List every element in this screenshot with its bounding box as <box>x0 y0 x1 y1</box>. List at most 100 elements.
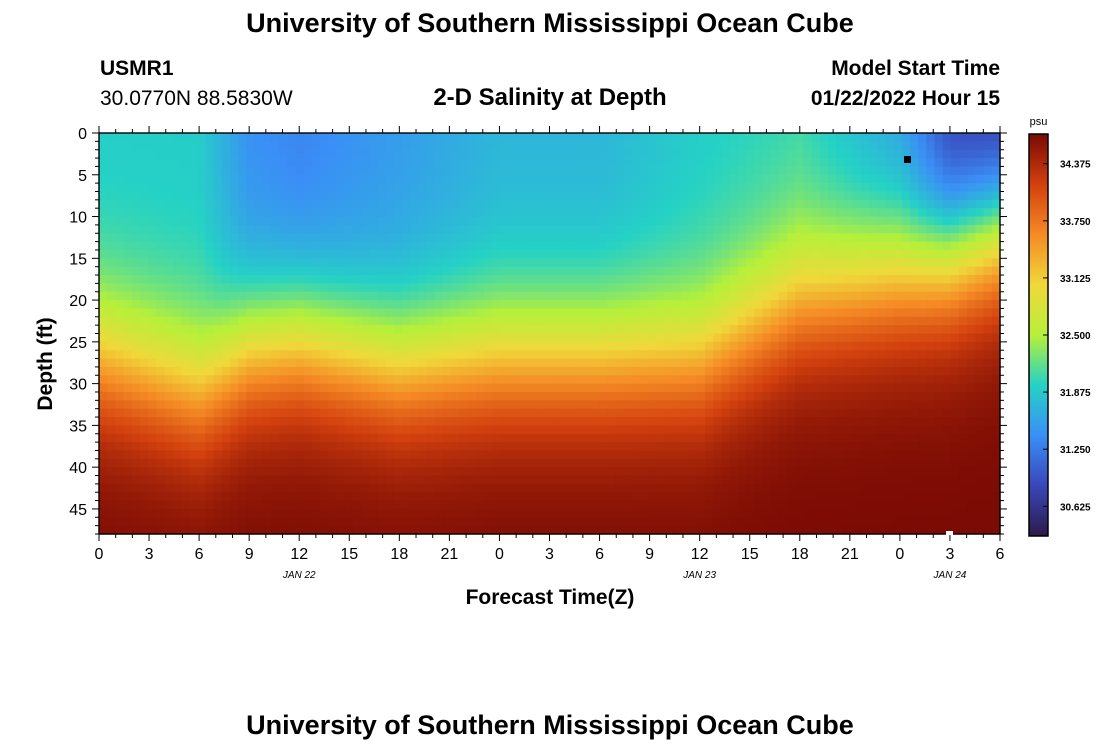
heatmap-cell <box>500 492 510 502</box>
heatmap-cell <box>606 517 616 527</box>
heatmap-cell <box>729 174 739 184</box>
heatmap-cell <box>926 174 936 184</box>
heatmap-cell <box>328 174 338 184</box>
heatmap-cell <box>295 208 305 218</box>
heatmap-cell <box>279 500 288 510</box>
heatmap-cell <box>516 300 526 310</box>
heatmap-cell <box>393 525 403 535</box>
heatmap-cell <box>590 517 600 527</box>
heatmap-cell <box>770 500 780 510</box>
heatmap-cell <box>434 241 444 251</box>
heatmap-cell <box>778 300 788 310</box>
heatmap-cell <box>328 258 338 268</box>
heatmap-cell <box>688 191 698 201</box>
heatmap-cell <box>303 400 313 410</box>
heatmap-cell <box>287 166 297 176</box>
heatmap-cell <box>139 199 149 209</box>
heatmap-cell <box>852 417 862 426</box>
heatmap-cell <box>803 517 813 527</box>
heatmap-cell <box>524 141 534 151</box>
heatmap-cell <box>655 366 665 376</box>
heatmap-cell <box>893 483 903 493</box>
heatmap-cell <box>402 249 411 259</box>
heatmap-cell <box>541 425 551 435</box>
heatmap-cell <box>352 350 362 360</box>
heatmap-cell <box>582 425 592 435</box>
heatmap-cell <box>680 291 690 301</box>
heatmap-cell <box>279 199 288 209</box>
heatmap-cell <box>254 408 264 418</box>
heatmap-cell <box>475 450 485 460</box>
heatmap-cell <box>868 233 878 243</box>
heatmap-cell <box>500 283 510 293</box>
heatmap-cell <box>107 492 116 502</box>
heatmap-cell <box>746 266 755 276</box>
heatmap-cell <box>942 467 952 477</box>
heatmap-cell <box>492 375 501 385</box>
heatmap-cell <box>369 341 379 351</box>
heatmap-cell <box>565 174 575 184</box>
heatmap-cell <box>221 350 231 360</box>
heatmap-cell <box>541 233 551 243</box>
heatmap-cell <box>361 433 370 443</box>
heatmap-cell <box>877 483 886 493</box>
heatmap-cell <box>352 258 362 268</box>
heatmap-cell <box>172 350 182 360</box>
heatmap-cell <box>827 233 837 243</box>
heatmap-cell <box>352 492 362 502</box>
heatmap-cell <box>893 508 903 518</box>
heatmap-cell <box>631 233 641 243</box>
heatmap-cell <box>729 508 739 518</box>
heatmap-cell <box>860 308 870 318</box>
heatmap-cell <box>696 425 706 435</box>
heatmap-cell <box>459 275 469 284</box>
heatmap-cell <box>287 216 297 226</box>
heatmap-cell <box>885 291 895 301</box>
heatmap-cell <box>827 442 837 452</box>
heatmap-cell <box>787 458 796 468</box>
heatmap-cell <box>139 233 149 243</box>
heatmap-cell <box>770 191 780 201</box>
heatmap-cell <box>295 308 305 318</box>
heatmap-cell <box>311 208 321 218</box>
heatmap-cell <box>754 375 764 385</box>
heatmap-cell <box>139 275 149 284</box>
heatmap-cell <box>99 241 108 251</box>
heatmap-cell <box>737 500 747 510</box>
heatmap-cell <box>271 308 280 318</box>
heatmap-cell <box>631 158 641 168</box>
heatmap-cell <box>402 191 411 201</box>
heatmap-cell <box>336 141 346 151</box>
heatmap-cell <box>148 233 157 243</box>
heatmap-cell <box>213 133 223 142</box>
heatmap-cell <box>696 174 706 184</box>
heatmap-cell <box>115 308 125 318</box>
heatmap-cell <box>221 266 231 276</box>
heatmap-cell <box>377 408 387 418</box>
heatmap-cell <box>459 483 469 493</box>
heatmap-cell <box>582 400 592 410</box>
heatmap-cell <box>336 266 346 276</box>
heatmap-cell <box>205 141 215 151</box>
heatmap-cell <box>451 450 460 460</box>
heatmap-cell <box>721 500 731 510</box>
heatmap-cell <box>475 325 485 335</box>
heatmap-cell <box>385 391 395 401</box>
heatmap-cell <box>238 517 248 527</box>
heatmap-cell <box>254 199 264 209</box>
heatmap-cell <box>639 433 649 443</box>
heatmap-cell <box>369 275 379 284</box>
heatmap-cell <box>827 266 837 276</box>
heatmap-cell <box>909 341 919 351</box>
heatmap-cell <box>836 391 845 401</box>
heatmap-cell <box>795 375 805 385</box>
heatmap-cell <box>942 166 952 176</box>
heatmap-cell <box>172 525 182 535</box>
heatmap-cell <box>156 149 166 159</box>
heatmap-cell <box>328 275 338 284</box>
heatmap-cell <box>123 400 133 410</box>
heatmap-cell <box>361 266 370 276</box>
heatmap-cell <box>877 149 886 159</box>
heatmap-cell <box>254 224 264 234</box>
heatmap-cell <box>303 333 313 343</box>
